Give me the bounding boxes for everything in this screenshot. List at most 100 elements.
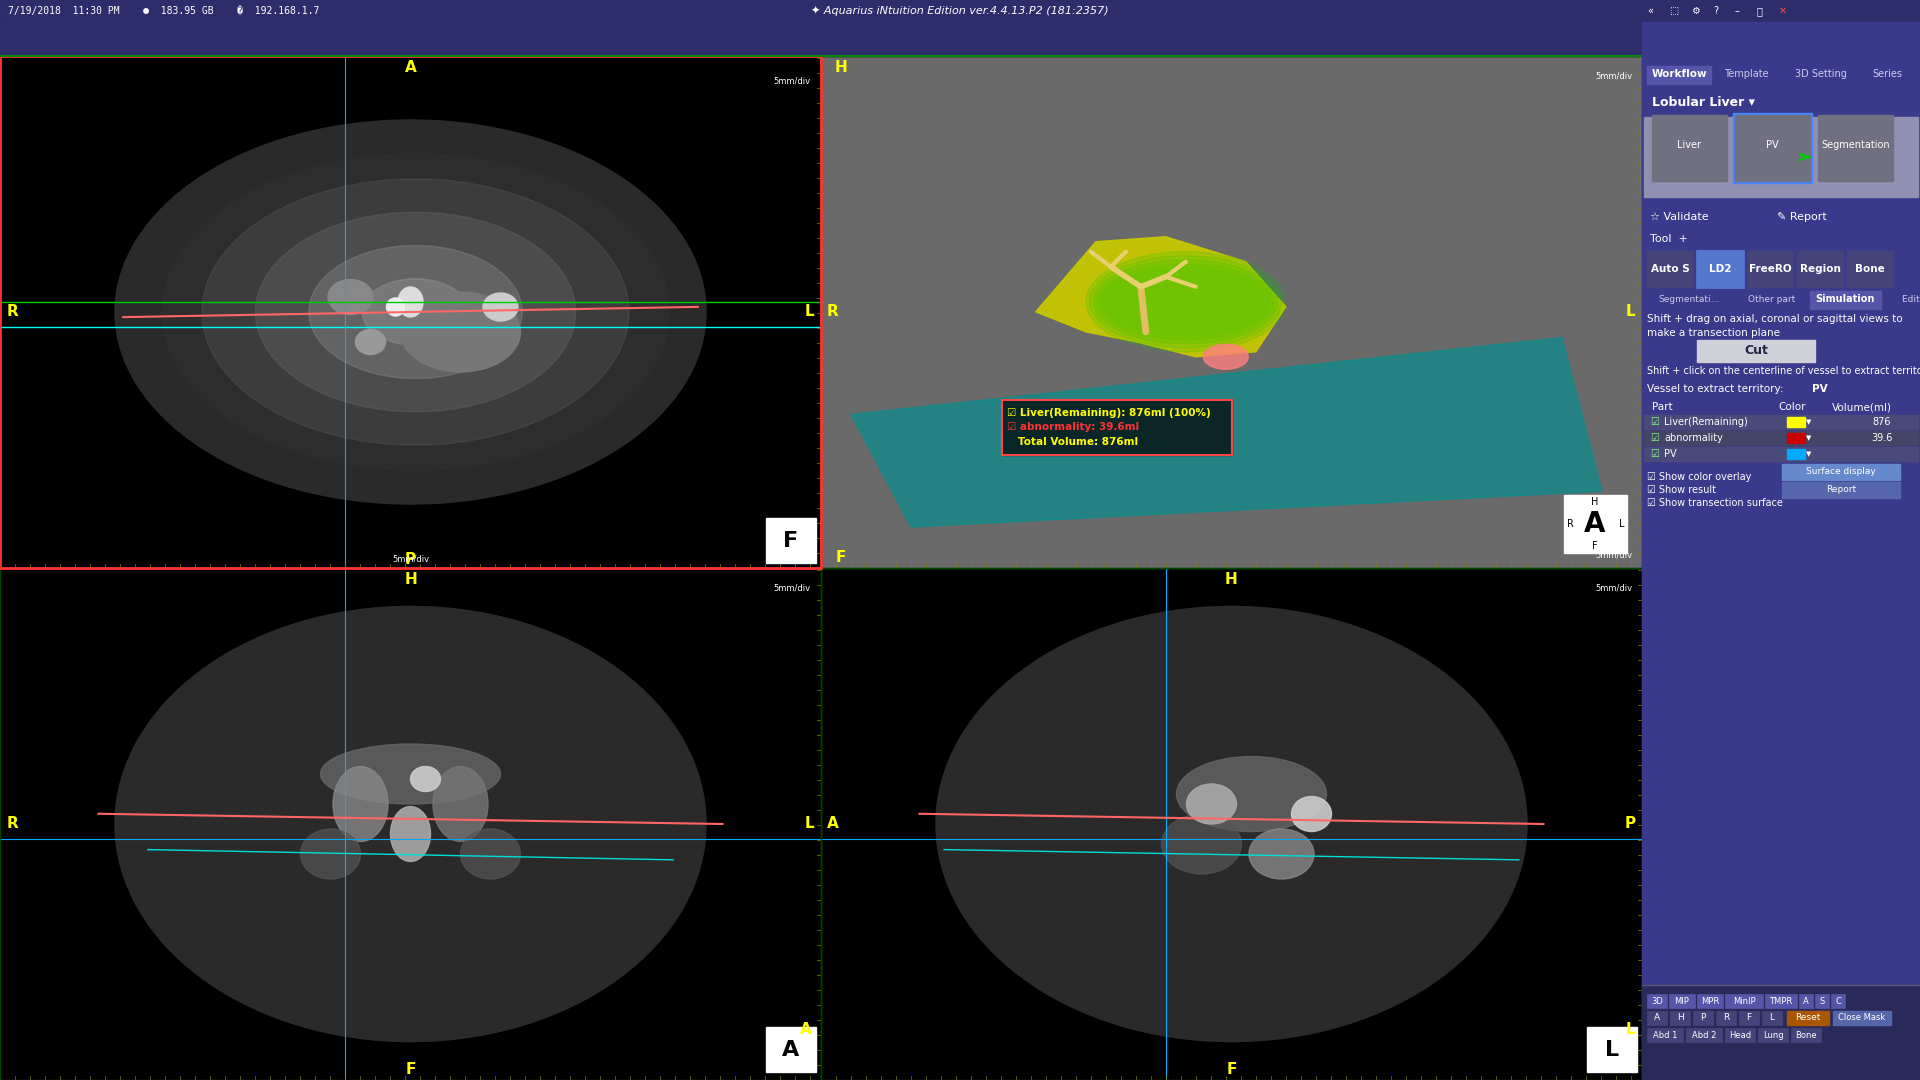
Text: Part: Part [1651, 402, 1672, 411]
Bar [822, 568, 1642, 1080]
Text: Close Mask: Close Mask [1837, 1013, 1885, 1023]
Ellipse shape [309, 245, 522, 379]
Ellipse shape [255, 212, 576, 411]
Polygon shape [851, 338, 1601, 527]
Ellipse shape [390, 807, 430, 862]
Text: make a transection plane: make a transection plane [1647, 328, 1780, 338]
Bar [1697, 251, 1743, 287]
Bar [1818, 114, 1893, 181]
Ellipse shape [1094, 260, 1279, 343]
Text: L: L [804, 305, 814, 320]
Ellipse shape [202, 179, 630, 445]
Bar [1759, 1028, 1788, 1042]
Bar [1740, 1011, 1759, 1025]
Text: ☑ Liver(Remaining): 876ml (100%): ☑ Liver(Remaining): 876ml (100%) [1006, 408, 1210, 418]
Ellipse shape [1292, 797, 1331, 832]
Text: H: H [1225, 572, 1238, 588]
Text: L: L [1624, 1023, 1634, 1038]
Ellipse shape [484, 293, 518, 321]
Bar [766, 518, 816, 563]
Ellipse shape [1177, 756, 1327, 832]
Bar [1588, 1027, 1638, 1072]
Bar [1788, 449, 1805, 459]
Bar [1644, 447, 1918, 461]
Text: A: A [405, 60, 417, 76]
Text: ✎ Report: ✎ Report [1778, 212, 1826, 222]
Text: C: C [1836, 997, 1841, 1005]
Text: A: A [781, 1040, 799, 1059]
Ellipse shape [355, 329, 386, 354]
Text: ☑: ☑ [1649, 433, 1659, 443]
Text: ▼: ▼ [1807, 451, 1811, 457]
Ellipse shape [461, 829, 520, 879]
Bar [0, 0, 1920, 22]
Text: Lung: Lung [1763, 1030, 1784, 1039]
Text: P: P [405, 553, 417, 567]
Bar [1788, 1011, 1830, 1025]
Bar [1716, 1011, 1736, 1025]
Text: ☑ Show result: ☑ Show result [1647, 485, 1716, 495]
Text: 39.6: 39.6 [1872, 433, 1893, 443]
Ellipse shape [1187, 784, 1236, 824]
Bar [1651, 114, 1726, 181]
Ellipse shape [1250, 829, 1313, 879]
Bar [1647, 251, 1693, 287]
Ellipse shape [328, 280, 372, 314]
Text: R: R [828, 305, 839, 320]
Text: F: F [1747, 1013, 1751, 1023]
Text: A: A [801, 1023, 812, 1038]
Text: 5mm/div: 5mm/div [774, 583, 810, 593]
Text: ⬜: ⬜ [1757, 6, 1763, 16]
Text: Patient List: Patient List [1651, 33, 1711, 44]
Text: ☑ Show transection surface: ☑ Show transection surface [1647, 498, 1784, 508]
Text: ▼: ▼ [1807, 419, 1811, 426]
Text: Simulation: Simulation [1814, 294, 1874, 303]
Ellipse shape [1098, 264, 1273, 340]
Text: R: R [6, 305, 17, 320]
Bar [1002, 401, 1231, 456]
Text: ☑: ☑ [1649, 449, 1659, 459]
Ellipse shape [1204, 345, 1248, 369]
Text: 3D Setting: 3D Setting [1795, 69, 1847, 79]
Text: H: H [1676, 1013, 1684, 1023]
Text: Segmentation: Segmentation [1822, 140, 1889, 150]
Text: PV: PV [1766, 140, 1778, 150]
Text: P: P [1624, 816, 1636, 832]
Text: TMPR: TMPR [1770, 997, 1793, 1005]
Text: «: « [1647, 6, 1653, 16]
Ellipse shape [411, 767, 440, 792]
Ellipse shape [321, 744, 501, 804]
Text: 5mm/div: 5mm/div [774, 77, 810, 85]
Text: 876: 876 [1872, 417, 1891, 427]
Text: ☑: ☑ [1649, 417, 1659, 427]
Text: R: R [6, 816, 17, 832]
Text: Other part: Other part [1749, 295, 1795, 303]
Text: F: F [1592, 541, 1597, 551]
Bar [1724, 1028, 1755, 1042]
Text: F: F [1227, 1063, 1236, 1078]
Text: L: L [1619, 519, 1624, 529]
Text: PV: PV [1812, 384, 1828, 394]
Text: P: P [1701, 1013, 1705, 1023]
Text: H: H [835, 60, 847, 76]
Bar [0, 56, 822, 568]
Text: Shift + drag on axial, coronal or sagittal views to: Shift + drag on axial, coronal or sagitt… [1647, 314, 1903, 324]
Ellipse shape [301, 829, 361, 879]
Bar [1797, 251, 1843, 287]
Text: 7/19/2018  11:30 PM    ●  183.95 GB    �  192.168.1.7: 7/19/2018 11:30 PM ● 183.95 GB � 192.168… [8, 6, 319, 16]
Bar [1724, 994, 1763, 1008]
Bar [1693, 1011, 1713, 1025]
Text: A: A [1584, 510, 1605, 538]
Bar [1644, 117, 1918, 197]
Text: L: L [1770, 1013, 1774, 1023]
Bar [1647, 994, 1667, 1008]
Text: ☑ Show color overlay: ☑ Show color overlay [1647, 472, 1751, 482]
Bar [0, 568, 822, 1080]
Text: R: R [1567, 519, 1572, 529]
Bar [1782, 482, 1901, 498]
Bar [1788, 417, 1805, 427]
Bar [0, 568, 822, 1080]
Bar [0, 56, 822, 568]
Text: Bone: Bone [1855, 264, 1885, 274]
Bar [1799, 994, 1812, 1008]
